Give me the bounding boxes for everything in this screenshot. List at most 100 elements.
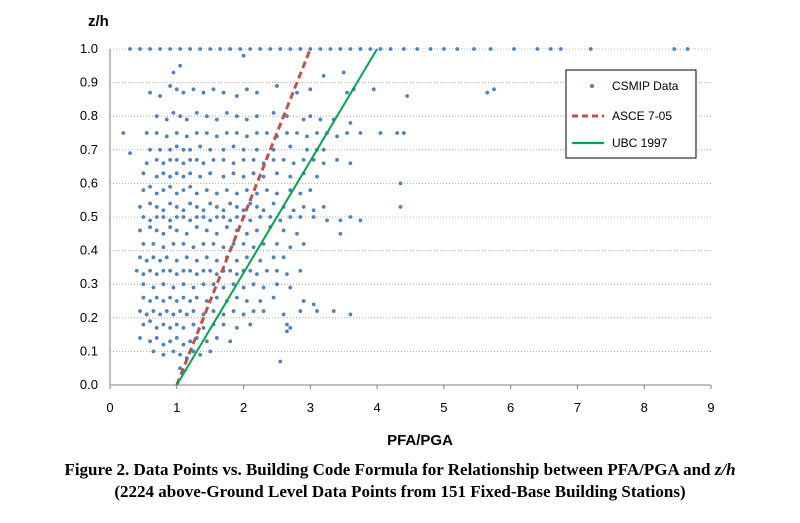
data-point — [291, 208, 296, 213]
data-point — [268, 215, 273, 219]
data-point — [151, 255, 156, 260]
data-point — [301, 157, 306, 162]
data-point — [298, 215, 303, 219]
data-point — [348, 47, 353, 51]
data-point — [161, 231, 166, 236]
y-axis-title: z/h — [88, 13, 109, 30]
y-tick-label: 0.9 — [80, 75, 98, 90]
data-point — [141, 215, 146, 219]
data-point — [208, 201, 213, 206]
data-point — [224, 110, 229, 115]
data-point — [318, 117, 323, 122]
data-point — [158, 94, 162, 98]
data-point — [154, 114, 159, 119]
data-point — [174, 87, 179, 92]
data-point — [201, 208, 206, 213]
data-point — [358, 218, 363, 223]
data-point — [234, 94, 239, 98]
data-point — [171, 110, 176, 115]
data-point — [261, 285, 266, 290]
data-point — [285, 272, 289, 277]
data-point — [255, 131, 259, 135]
data-point — [174, 228, 179, 233]
data-point — [244, 117, 249, 122]
data-point — [345, 131, 349, 135]
data-point — [171, 312, 176, 317]
data-point — [288, 285, 293, 290]
data-point — [378, 47, 383, 51]
data-point — [275, 171, 279, 176]
data-point — [201, 325, 206, 330]
caption-text: Figure 2. Data Points vs. Building Code … — [64, 460, 715, 479]
data-point — [288, 174, 293, 179]
data-point — [255, 228, 259, 233]
data-point — [265, 131, 269, 135]
series-line-asce-7-05 — [175, 48, 312, 386]
data-point — [174, 322, 179, 327]
data-point — [221, 215, 226, 219]
data-point — [154, 228, 159, 233]
data-point — [194, 131, 199, 135]
data-point — [168, 295, 173, 300]
data-point — [388, 47, 393, 51]
y-tick-label: 1.0 — [80, 41, 98, 56]
data-point — [154, 272, 159, 277]
data-point — [174, 144, 179, 149]
data-point — [174, 299, 179, 303]
data-point — [201, 312, 206, 317]
data-point — [228, 201, 233, 206]
data-point — [261, 174, 266, 179]
data-point — [188, 147, 193, 152]
data-point — [151, 285, 156, 290]
data-point — [401, 131, 406, 135]
data-point — [285, 114, 289, 119]
data-point — [278, 359, 283, 364]
data-point — [231, 171, 236, 176]
data-point — [161, 299, 166, 303]
data-point — [141, 295, 146, 300]
data-point — [201, 161, 206, 166]
data-point — [248, 47, 253, 51]
data-point — [321, 205, 326, 209]
data-point — [204, 228, 209, 233]
data-point — [174, 258, 179, 263]
data-point — [154, 205, 159, 209]
data-point — [168, 157, 173, 162]
figure-caption-line-1: Figure 2. Data Points vs. Building Code … — [0, 460, 800, 480]
data-point — [168, 268, 173, 273]
data-point — [161, 322, 166, 327]
data-point — [338, 218, 343, 223]
data-point — [275, 84, 279, 88]
data-point — [181, 188, 186, 193]
data-point — [234, 205, 239, 209]
data-point — [148, 201, 152, 206]
data-point — [221, 147, 226, 152]
data-point — [281, 312, 286, 317]
x-tick-label: 3 — [307, 400, 314, 415]
data-point — [315, 174, 319, 179]
data-point — [211, 87, 216, 92]
data-point — [208, 218, 213, 223]
data-point — [308, 114, 313, 119]
data-point — [181, 342, 186, 347]
data-point — [168, 201, 173, 206]
data-point — [415, 47, 420, 51]
data-point — [288, 245, 293, 250]
data-point — [298, 309, 303, 313]
data-point — [251, 309, 256, 313]
data-point — [588, 47, 593, 51]
data-point — [271, 157, 276, 162]
data-point — [161, 161, 166, 166]
data-point — [261, 309, 266, 313]
data-point — [188, 171, 193, 176]
data-point — [295, 131, 299, 135]
data-point — [174, 215, 179, 219]
x-tick-label: 7 — [574, 400, 581, 415]
data-point — [211, 241, 216, 246]
data-point — [181, 208, 186, 213]
data-point — [154, 215, 159, 219]
data-point — [194, 272, 199, 277]
x-tick-label: 9 — [707, 400, 714, 415]
data-point — [204, 299, 209, 303]
data-point — [154, 325, 159, 330]
